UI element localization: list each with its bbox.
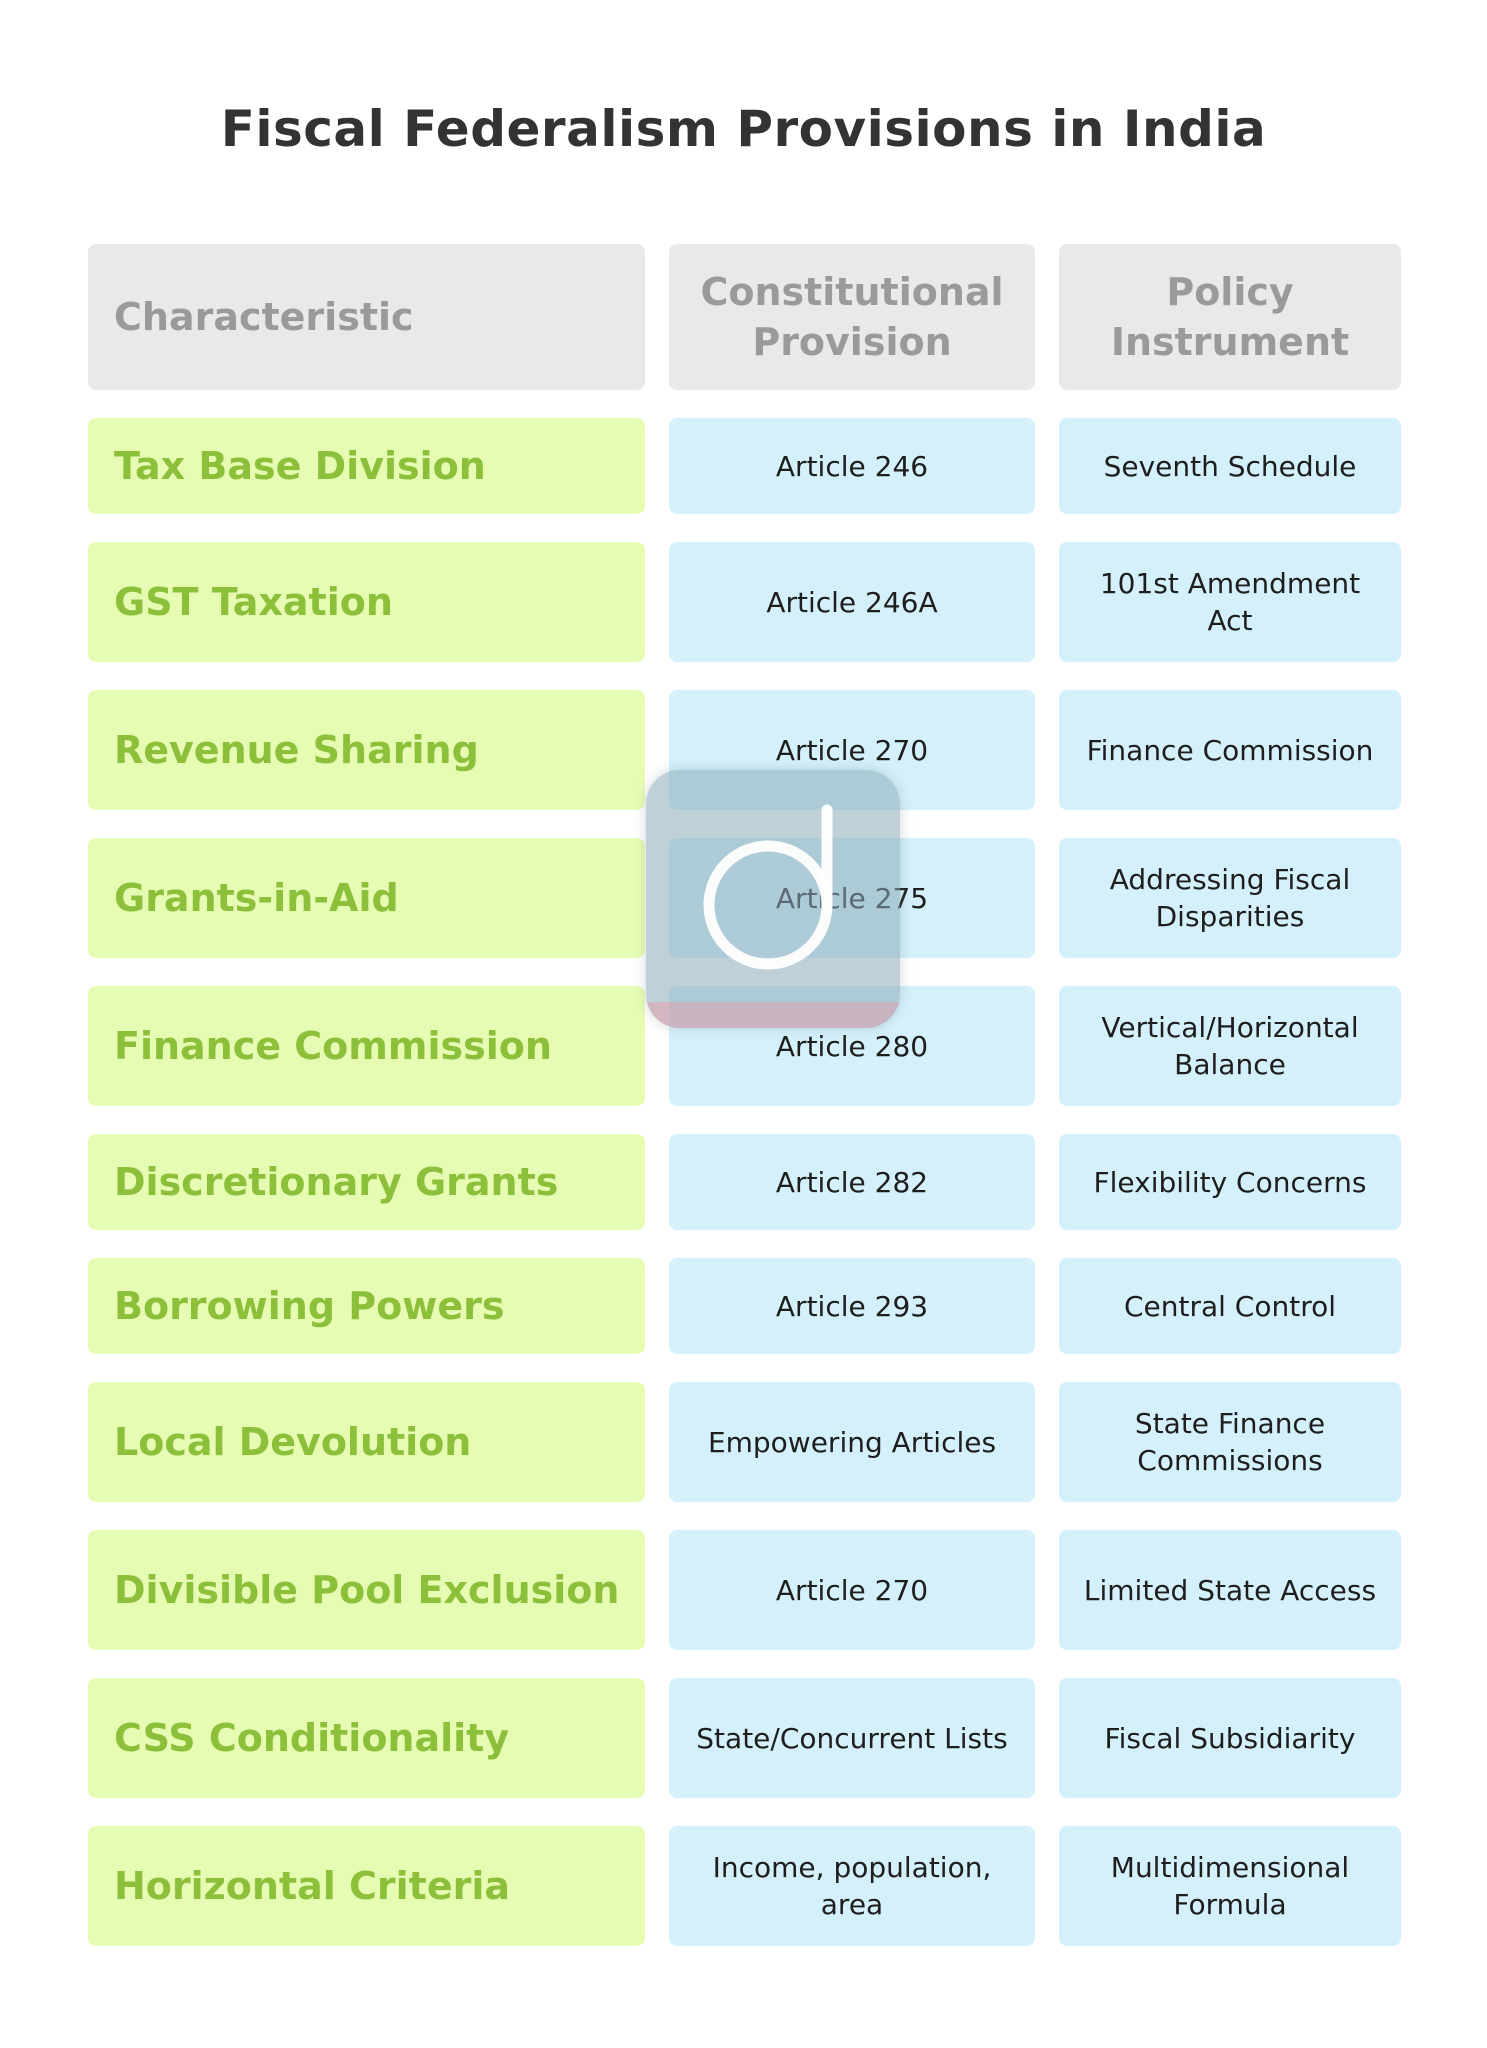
- table-row: CSS Conditionality State/Concurrent List…: [88, 1678, 1401, 1798]
- table-row: Divisible Pool Exclusion Article 270 Lim…: [88, 1530, 1401, 1650]
- column-header-constitutional-provision: Constitutional Provision: [669, 244, 1035, 390]
- table-row: Borrowing Powers Article 293 Central Con…: [88, 1258, 1401, 1354]
- characteristic-cell: Grants-in-Aid: [88, 838, 645, 958]
- characteristic-cell: Horizontal Criteria: [88, 1826, 645, 1946]
- page-title: Fiscal Federalism Provisions in India: [220, 100, 1267, 158]
- instrument-cell: Addressing Fiscal Disparities: [1059, 838, 1401, 958]
- instrument-cell: Multidimensional Formula: [1059, 1826, 1401, 1946]
- table-row: Horizontal Criteria Income, population, …: [88, 1826, 1401, 1946]
- provision-cell: Article 246A: [669, 542, 1035, 662]
- instrument-cell: Vertical/Horizontal Balance: [1059, 986, 1401, 1106]
- instrument-cell: Central Control: [1059, 1258, 1401, 1354]
- table-row: Discretionary Grants Article 282 Flexibi…: [88, 1134, 1401, 1230]
- instrument-cell: State Finance Commissions: [1059, 1382, 1401, 1502]
- characteristic-cell: CSS Conditionality: [88, 1678, 645, 1798]
- characteristic-cell: Finance Commission: [88, 986, 645, 1106]
- instrument-cell: Finance Commission: [1059, 690, 1401, 810]
- instrument-cell: Seventh Schedule: [1059, 418, 1401, 514]
- provisions-table: Characteristic Constitutional Provision …: [88, 244, 1401, 1946]
- provision-cell: Article 270: [669, 1530, 1035, 1650]
- column-header-policy-instrument: Policy Instrument: [1059, 244, 1401, 390]
- provision-cell: Article 293: [669, 1258, 1035, 1354]
- d-logo-icon: [646, 770, 900, 1028]
- instrument-cell: Limited State Access: [1059, 1530, 1401, 1650]
- provision-cell: Empowering Articles: [669, 1382, 1035, 1502]
- characteristic-cell: Borrowing Powers: [88, 1258, 645, 1354]
- provision-cell: Income, population, area: [669, 1826, 1035, 1946]
- provision-cell: Article 282: [669, 1134, 1035, 1230]
- column-header-characteristic: Characteristic: [88, 244, 645, 390]
- table-row: Local Devolution Empowering Articles Sta…: [88, 1382, 1401, 1502]
- characteristic-cell: Discretionary Grants: [88, 1134, 645, 1230]
- characteristic-cell: Revenue Sharing: [88, 690, 645, 810]
- d-logo-glyph: [703, 804, 833, 970]
- table-header-row: Characteristic Constitutional Provision …: [88, 244, 1401, 390]
- table-row: Revenue Sharing Article 270 Finance Comm…: [88, 690, 1401, 810]
- characteristic-cell: Local Devolution: [88, 1382, 645, 1502]
- instrument-cell: Fiscal Subsidiarity: [1059, 1678, 1401, 1798]
- instrument-cell: Flexibility Concerns: [1059, 1134, 1401, 1230]
- provision-cell: State/Concurrent Lists: [669, 1678, 1035, 1798]
- characteristic-cell: GST Taxation: [88, 542, 645, 662]
- table-row: Tax Base Division Article 246 Seventh Sc…: [88, 418, 1401, 514]
- table-row: GST Taxation Article 246A 101st Amendmen…: [88, 542, 1401, 662]
- instrument-cell: 101st Amendment Act: [1059, 542, 1401, 662]
- provision-cell: Article 246: [669, 418, 1035, 514]
- characteristic-cell: Divisible Pool Exclusion: [88, 1530, 645, 1650]
- characteristic-cell: Tax Base Division: [88, 418, 645, 514]
